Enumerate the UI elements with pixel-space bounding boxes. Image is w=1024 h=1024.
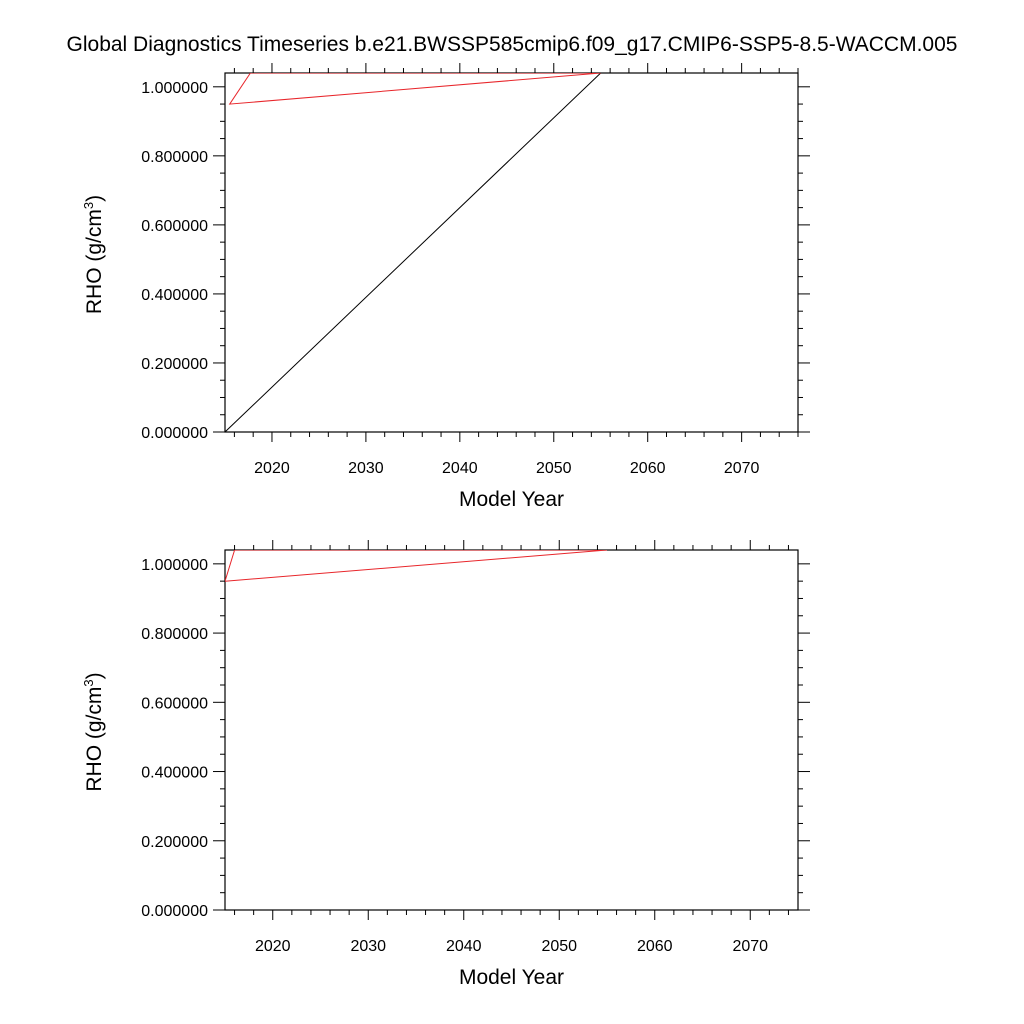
x-tick-label: 2020 [254, 460, 290, 477]
series-line-2 [228, 73, 601, 105]
y-axis-title: RHO (g/cm3) [81, 672, 106, 791]
x-tick-label: 2030 [348, 460, 384, 477]
x-tick-label: 2040 [442, 460, 478, 477]
plot-frame [224, 549, 799, 911]
y-tick-label: 0.600000 [141, 695, 208, 712]
figure-title: Global Diagnostics Timeseries b.e21.BWSS… [66, 33, 958, 56]
x-tick-label: 2060 [637, 938, 673, 955]
x-tick-label: 2030 [350, 938, 386, 955]
y-tick-label: 0.800000 [141, 149, 208, 166]
plot-frame [224, 72, 799, 433]
y-axis-title: RHO (g/cm3) [81, 195, 106, 314]
x-tick-label: 2020 [255, 938, 291, 955]
y-axis-title-superscript: 3 [81, 679, 96, 686]
y-tick-label: 0.400000 [141, 765, 208, 782]
y-tick-label: 0.200000 [141, 356, 208, 373]
y-tick-label: 0.000000 [141, 425, 208, 442]
series-line-2 [225, 550, 608, 582]
y-tick-label: 1.000000 [141, 80, 208, 97]
y-tick-label: 0.800000 [141, 626, 208, 643]
y-axis-title-close: ) [83, 672, 106, 679]
y-axis-title-text: RHO (g/cm [83, 687, 106, 792]
x-tick-label: 2040 [446, 938, 482, 955]
x-tick-label: 2050 [536, 460, 572, 477]
y-axis-title-close: ) [83, 195, 106, 202]
y-axis-title-superscript: 3 [81, 202, 96, 209]
y-tick-label: 1.000000 [141, 557, 208, 574]
x-tick-label: 2070 [732, 938, 768, 955]
x-tick-label: 2050 [541, 938, 577, 955]
y-tick-label: 0.200000 [141, 834, 208, 851]
x-tick-label: 2070 [724, 460, 760, 477]
y-tick-label: 0.000000 [141, 903, 208, 920]
series-line-1 [225, 550, 607, 582]
plot-panel-2: 2020 2030 2040 2050 2060 2070 0.000000 0.200000… [81, 540, 810, 989]
y-axis-title-text: RHO (g/cm [83, 209, 106, 314]
y-tick-label: 0.400000 [141, 287, 208, 304]
plot-panel-1: 2020 2030 2040 2050 2060 2070 0.000000 0.200000… [81, 63, 810, 511]
y-tick-label: 0.600000 [141, 218, 208, 235]
x-axis-title: Model Year [459, 966, 564, 989]
series-line-1 [225, 73, 602, 432]
x-tick-label: 2060 [630, 460, 666, 477]
x-axis-title: Model Year [459, 488, 564, 511]
